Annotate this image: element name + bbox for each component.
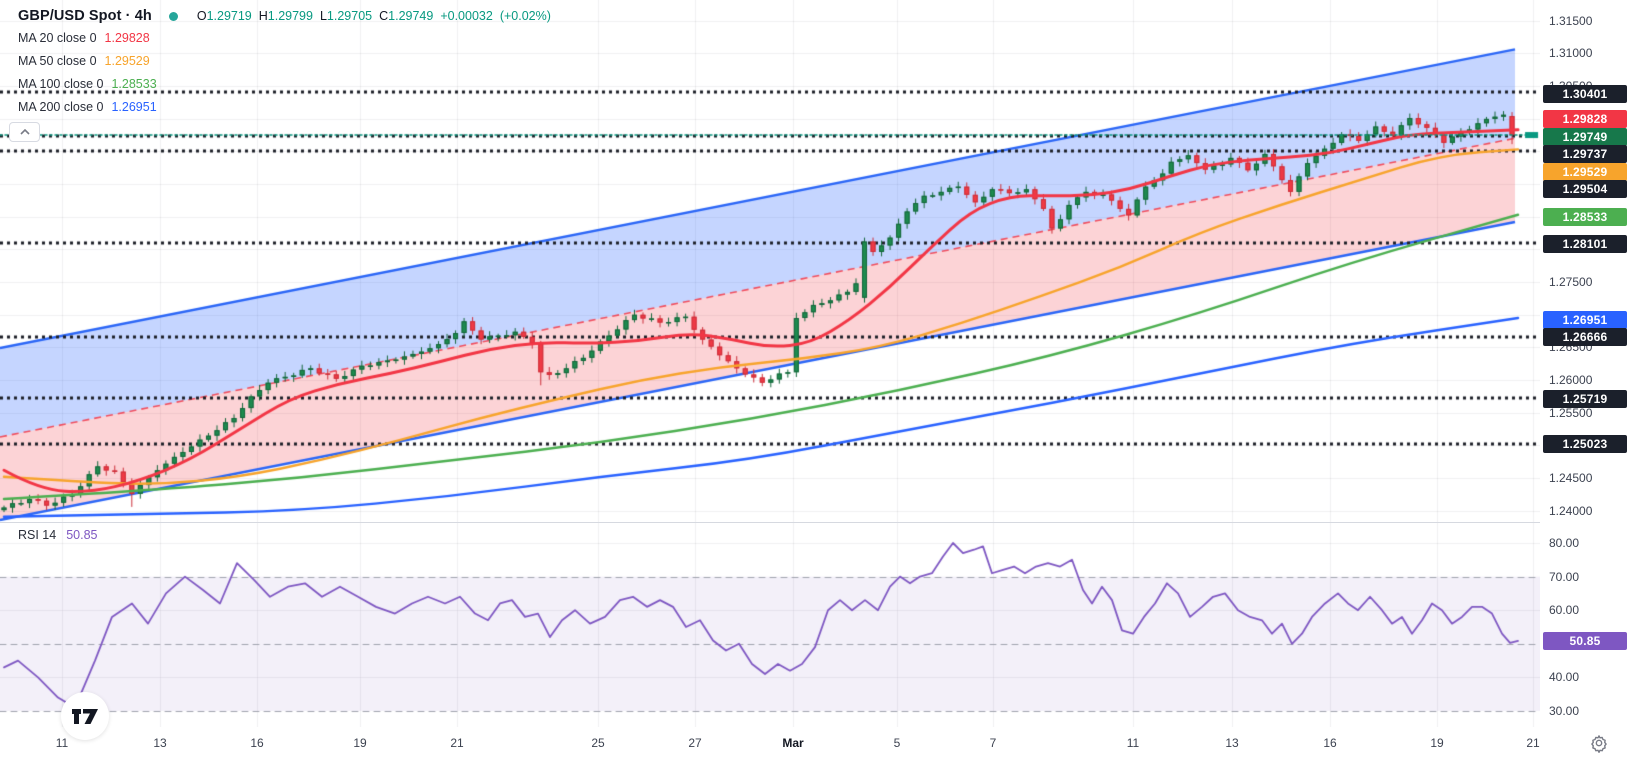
ma20-legend-row[interactable]: MA 20 close 0 1.29828 — [18, 26, 551, 49]
time-tick-label: Mar — [782, 736, 804, 750]
rsi-tick-label: 80.00 — [1549, 536, 1580, 550]
low-value: 1.29705 — [326, 9, 373, 23]
time-tick-label: 19 — [1430, 736, 1444, 750]
symbol-title[interactable]: GBP/USD Spot · 4h — [18, 8, 152, 24]
ma50-label: MA 50 close 0 — [18, 53, 97, 68]
pane-divider[interactable] — [0, 522, 1633, 523]
price-level-chip: 1.29749 — [1543, 127, 1627, 146]
price-tick-label: 1.25500 — [1549, 405, 1593, 420]
ma200-label: MA 200 close 0 — [18, 99, 104, 114]
chevron-up-icon — [19, 129, 30, 135]
ma200-value: 1.26951 — [111, 99, 157, 114]
rsi-tick-label: 30.00 — [1549, 704, 1580, 718]
price-level-chip: 1.29529 — [1543, 162, 1627, 181]
time-tick-label: 27 — [688, 736, 702, 750]
price-level-chip: 1.30401 — [1543, 85, 1627, 103]
price-level-chip: 1.25719 — [1543, 389, 1627, 408]
price-level-chip: 1.26951 — [1543, 310, 1627, 329]
time-tick-label: 19 — [353, 736, 367, 750]
collapse-pane-button[interactable] — [9, 122, 40, 142]
price-axis[interactable]: 1.315001.310001.305001.275001.265001.260… — [1540, 0, 1633, 760]
price-level-chip: 1.28101 — [1543, 234, 1627, 253]
time-axis[interactable]: 11 13 16 19 21 25 27 Mar 5 7 11 13 16 19 21 — [0, 727, 1633, 760]
time-tick-label: 11 — [1126, 736, 1140, 750]
ma50-legend-row[interactable]: MA 50 close 0 1.29529 — [18, 49, 551, 72]
time-tick-label: 16 — [1323, 736, 1337, 750]
ma100-label: MA 100 close 0 — [18, 76, 104, 91]
price-level-chip: 1.25023 — [1543, 434, 1627, 453]
tradingview-logo[interactable] — [61, 692, 109, 740]
time-tick-label: 25 — [591, 736, 605, 750]
time-tick-label: 16 — [250, 736, 264, 750]
price-level-chip: 1.28533 — [1543, 208, 1627, 226]
price-tick-label: 1.26000 — [1549, 373, 1593, 388]
time-tick-label: 7 — [989, 736, 997, 750]
price-tick-label: 1.24500 — [1549, 471, 1593, 486]
price-tick-label: 1.31500 — [1549, 13, 1593, 28]
price-tick-label: 1.27500 — [1549, 275, 1593, 290]
rsi-legend-row[interactable]: RSI 14 50.85 — [18, 528, 98, 542]
time-tick-label: 21 — [1526, 736, 1540, 750]
price-level-chip: 1.26666 — [1543, 328, 1627, 346]
rsi-label: RSI 14 — [18, 528, 57, 542]
change-percent: (+0.02%) — [499, 9, 551, 23]
symbol-legend[interactable]: GBP/USD Spot · 4h O1.29719 H1.29799 L1.2… — [18, 6, 551, 118]
ohlc-readout: O1.29719 H1.29799 L1.29705 C1.29749 +0.0… — [196, 9, 551, 23]
time-tick-label: 13 — [1225, 736, 1239, 750]
ma20-value: 1.29828 — [104, 30, 150, 45]
ma50-value: 1.29529 — [104, 53, 150, 68]
high-value: 1.29799 — [267, 9, 313, 23]
price-level-chip: 1.29504 — [1543, 180, 1627, 198]
ma100-value: 1.28533 — [111, 76, 157, 91]
ma100-legend-row[interactable]: MA 100 close 0 1.28533 — [18, 72, 551, 95]
time-tick-label: 11 — [55, 736, 69, 750]
price-level-chip: 1.29737 — [1543, 145, 1627, 163]
tradingview-logo-glyph — [72, 708, 98, 724]
rsi-tick-label: 60.00 — [1549, 603, 1580, 618]
time-tick-label: 5 — [893, 736, 901, 750]
time-tick-label: 21 — [450, 736, 464, 750]
market-status-icon — [168, 11, 178, 21]
price-tick-label: 1.24000 — [1549, 503, 1593, 518]
price-level-chip: 1.29828 — [1543, 109, 1627, 128]
ma200-legend-row[interactable]: MA 200 close 0 1.26951 — [18, 95, 551, 118]
ma20-label: MA 20 close 0 — [18, 30, 97, 45]
rsi-value-chip: 50.85 — [1543, 631, 1627, 650]
price-tick-label: 1.31000 — [1549, 46, 1593, 61]
close-value: 1.29749 — [388, 9, 434, 23]
price-chart-canvas[interactable] — [0, 0, 1540, 727]
change-value: +0.00032 — [440, 9, 493, 23]
rsi-value: 50.85 — [66, 528, 98, 542]
time-tick-label: 13 — [153, 736, 167, 750]
open-value: 1.29719 — [206, 9, 252, 23]
rsi-tick-label: 40.00 — [1549, 670, 1580, 685]
rsi-tick-label: 70.00 — [1549, 569, 1580, 584]
gear-icon[interactable] — [1589, 733, 1609, 753]
